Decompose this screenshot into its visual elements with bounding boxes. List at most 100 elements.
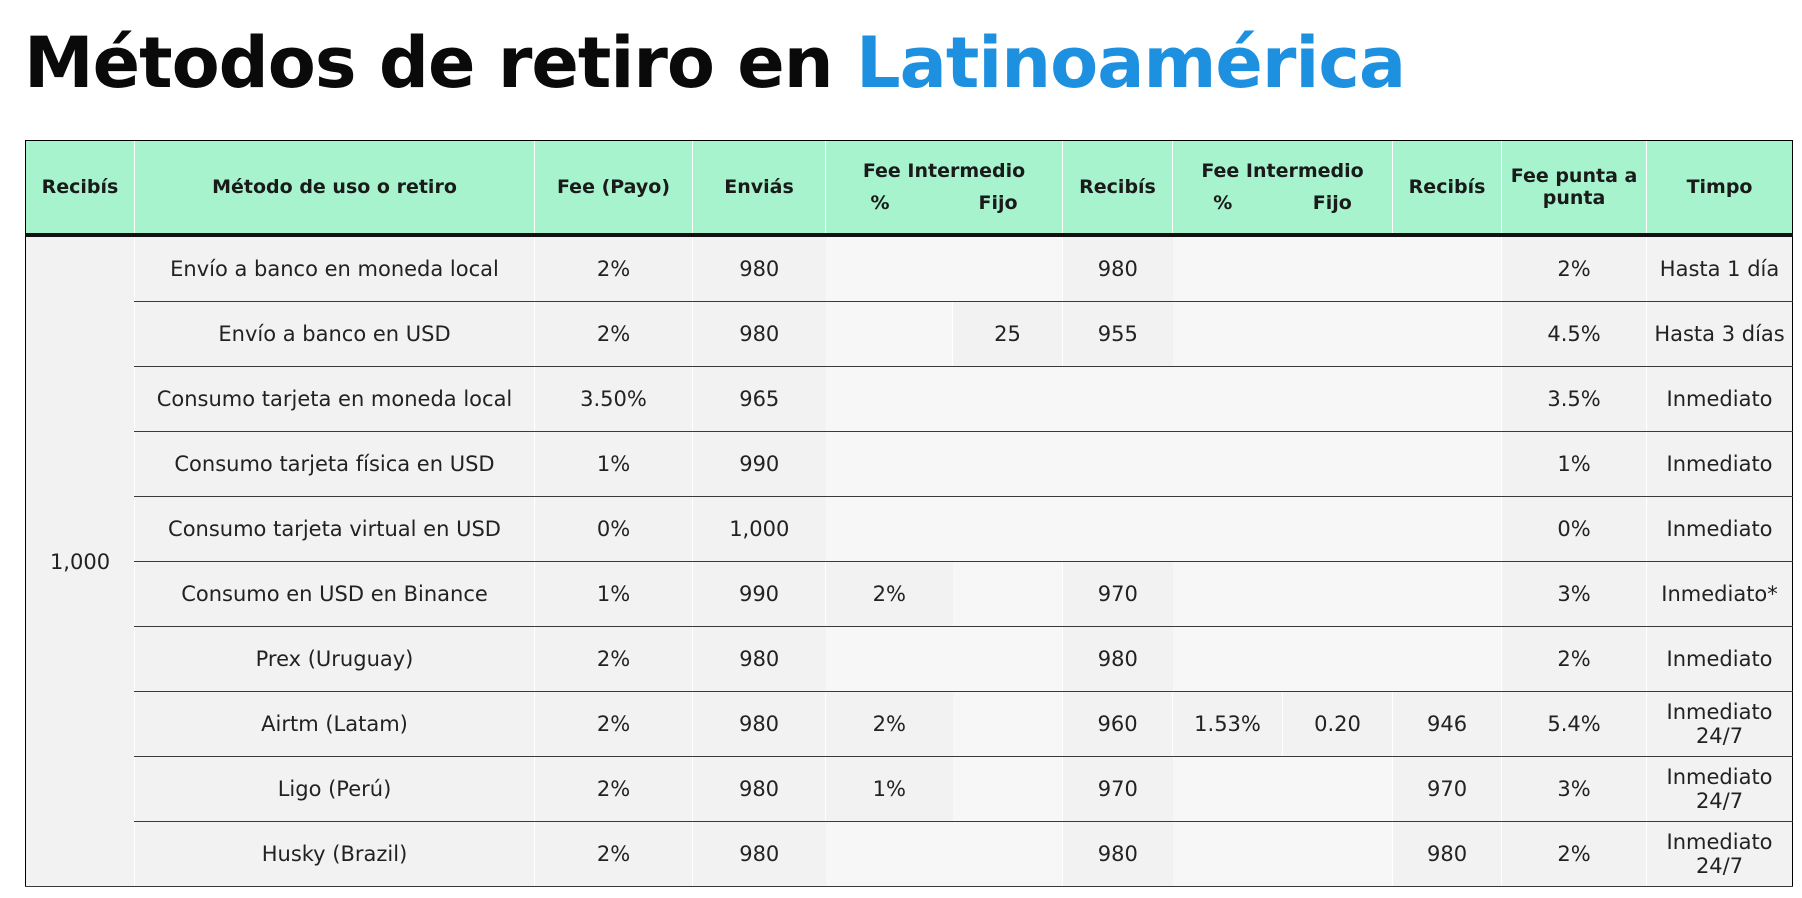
fee-intermedio-2-fijo: Fijo [1312,192,1352,214]
cell-recibis2: 980 [1062,235,1173,302]
cell-fi1-pct [825,235,953,302]
header-recibis-3: Recibís [1392,140,1502,235]
table-row: 1,000 Envío a banco en moneda local 2% 980 9… [25,235,1794,887]
cell-fi1-fijo [952,235,1063,302]
cell-metodo: Husky (Brazil) [134,821,535,887]
cell-fi2-fijo [1282,366,1393,432]
cell-metodo: Ligo (Perú) [134,756,535,822]
cell-fee-payo: 2% [534,691,693,757]
cell-envias: 980 [692,756,826,822]
cell-tiempo: Hasta 3 días [1646,301,1794,367]
cell-fee-punta: 4.5% [1501,301,1647,367]
cell-metodo: Prex (Uruguay) [134,626,535,692]
cell-tiempo: Inmediato 24/7 [1646,756,1794,822]
cell-envias: 980 [692,626,826,692]
cell-fi2-pct [1172,626,1283,692]
cell-fee-punta: 0% [1501,496,1647,562]
cell-fi1-pct: 1% [825,756,953,822]
cell-fee-payo: 3.50% [534,366,693,432]
header-fee-intermedio-1: Fee Intermedio % Fijo [824,140,1063,235]
cell-fee-payo: 2% [534,821,693,887]
cell-fi2-pct [1172,561,1283,627]
cell-recibis3 [1392,496,1502,562]
title-accent: Latinoamérica [856,22,1406,104]
table-row: Ligo (Perú) 2% 980 1% 970 970 3% Inmediato 24/7 [26,756,1794,822]
table-row: Consumo en USD en Binance 1% 990 2% 970 3% Inm… [26,561,1794,627]
cell-fi1-pct: 2% [825,691,953,757]
table-row: Prex (Uruguay) 2% 980 980 2% Inmediato [26,626,1794,692]
fee-intermedio-2-pct: % [1213,192,1233,214]
cell-fi1-pct [825,366,953,432]
cell-fee-payo: 1% [534,561,693,627]
cell-recibis2 [1062,366,1173,432]
fee-intermedio-1-label: Fee Intermedio [862,160,1026,182]
cell-envias: 990 [692,431,826,497]
cell-tiempo: Inmediato [1646,496,1794,562]
header-envias: Enviás [692,140,826,235]
cell-recibis3 [1392,366,1502,432]
cell-recibis2 [1062,496,1173,562]
header-recibis: Recibís [25,140,135,235]
cell-recibis3: 980 [1392,821,1502,887]
cell-fee-punta: 3% [1501,561,1647,627]
header-fee-payo: Fee (Payo) [534,140,693,235]
cell-fi1-pct [825,821,953,887]
withdrawal-methods-table: Recibís Método de uso o retiro Fee (Payo… [25,140,1794,887]
cell-fi2-fijo [1282,235,1393,302]
header-recibis-2: Recibís [1062,140,1173,235]
cell-recibis2 [1062,431,1173,497]
cell-fi1-fijo [952,821,1063,887]
cell-fi1-fijo [952,561,1063,627]
cell-fi2-pct [1172,431,1283,497]
cell-fi2-fijo: 0.20 [1282,691,1393,757]
cell-fi2-fijo [1282,496,1393,562]
title-main: Métodos de retiro en [24,22,856,104]
cell-metodo: Consumo tarjeta en moneda local [134,366,535,432]
cell-recibis2: 960 [1062,691,1173,757]
cell-recibis3 [1392,626,1502,692]
fee-intermedio-1-fijo: Fijo [978,192,1018,214]
cell-fee-payo: 1% [534,431,693,497]
cell-recibis2: 970 [1062,561,1173,627]
cell-fi2-pct: 1.53% [1172,691,1283,757]
cell-tiempo: Inmediato [1646,626,1794,692]
cell-fi1-fijo [952,626,1063,692]
cell-recibis2: 955 [1062,301,1173,367]
cell-tiempo: Inmediato* [1646,561,1794,627]
cell-tiempo: Hasta 1 día [1646,235,1794,302]
cell-fee-payo: 0% [534,496,693,562]
header-fee-intermedio-2: Fee Intermedio % Fijo [1172,140,1393,235]
cell-recibis3 [1392,235,1502,302]
cell-fi2-pct [1172,496,1283,562]
cell-fi1-pct [825,301,953,367]
cell-fi2-fijo [1282,626,1393,692]
cell-recibis3: 946 [1392,691,1502,757]
cell-fi2-pct [1172,821,1283,887]
cell-envias: 980 [692,235,826,302]
header-tiempo: Timpo [1646,140,1794,235]
cell-tiempo: Inmediato 24/7 [1646,821,1794,887]
cell-fee-punta: 2% [1501,821,1647,887]
cell-tiempo: Inmediato [1646,431,1794,497]
cell-fee-punta: 2% [1501,626,1647,692]
cell-fi1-pct [825,496,953,562]
cell-envias: 980 [692,691,826,757]
page-title: Métodos de retiro en Latinoamérica [24,22,1406,104]
cell-envias: 965 [692,366,826,432]
cell-fi2-fijo [1282,431,1393,497]
cell-metodo: Consumo tarjeta física en USD [134,431,535,497]
header-fee-punta: Fee punta a punta [1501,140,1647,235]
cell-metodo: Envío a banco en moneda local [134,235,535,302]
cell-fee-payo: 2% [534,756,693,822]
cell-fi2-fijo [1282,756,1393,822]
table-row: Envío a banco en USD 2% 980 25 955 4.5% Hasta … [26,301,1794,367]
cell-fi1-pct: 2% [825,561,953,627]
cell-fi1-fijo [952,496,1063,562]
recibis-amount-cell: 1,000 [25,235,135,887]
cell-recibis3: 970 [1392,756,1502,822]
cell-recibis2: 980 [1062,626,1173,692]
cell-metodo: Consumo en USD en Binance [134,561,535,627]
cell-envias: 1,000 [692,496,826,562]
cell-fi2-fijo [1282,561,1393,627]
cell-fi1-fijo [952,691,1063,757]
